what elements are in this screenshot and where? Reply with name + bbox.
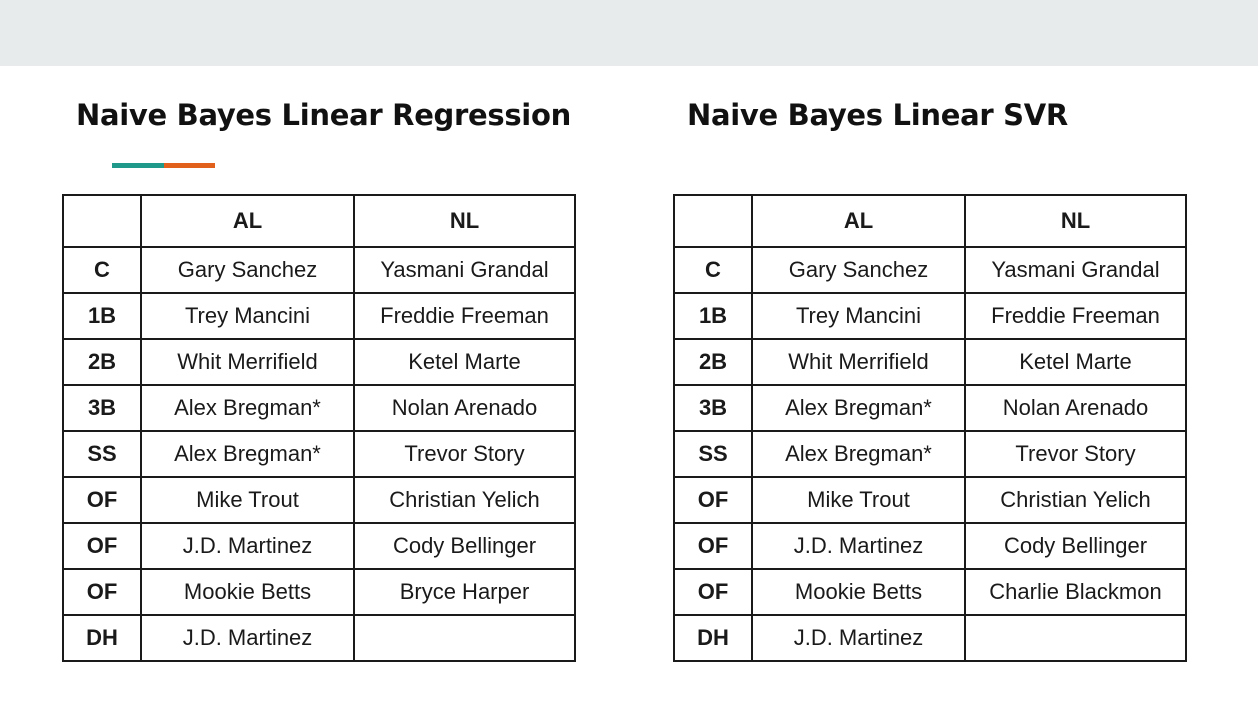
regression-lineup-table: AL NL C Gary Sanchez Yasmani Grandal 1B Trey… bbox=[62, 194, 576, 662]
nl-player-cell: Trevor Story bbox=[964, 430, 1187, 478]
table-row: DH J.D. Martinez bbox=[62, 614, 576, 662]
position-cell: OF bbox=[673, 522, 753, 570]
position-cell: 3B bbox=[62, 384, 142, 432]
top-band bbox=[0, 0, 1258, 66]
svr-lineup-table: AL NL C Gary Sanchez Yasmani Grandal 1B Trey… bbox=[673, 194, 1187, 662]
al-player-cell: Alex Bregman* bbox=[751, 430, 966, 478]
nl-player-cell: Ketel Marte bbox=[964, 338, 1187, 386]
header-al: AL bbox=[140, 194, 355, 248]
al-player-cell: J.D. Martinez bbox=[751, 614, 966, 662]
left-table-title: Naive Bayes Linear Regression bbox=[76, 98, 571, 132]
al-player-cell: Gary Sanchez bbox=[140, 246, 355, 294]
al-player-cell: J.D. Martinez bbox=[140, 614, 355, 662]
position-cell: 2B bbox=[62, 338, 142, 386]
nl-player-cell bbox=[353, 614, 576, 662]
table-row: 3B Alex Bregman* Nolan Arenado bbox=[673, 384, 1187, 432]
nl-player-cell: Charlie Blackmon bbox=[964, 568, 1187, 616]
position-cell: 2B bbox=[673, 338, 753, 386]
al-player-cell: Mookie Betts bbox=[140, 568, 355, 616]
al-player-cell: Whit Merrifield bbox=[751, 338, 966, 386]
position-cell: 1B bbox=[673, 292, 753, 340]
al-player-cell: Trey Mancini bbox=[140, 292, 355, 340]
position-cell: OF bbox=[673, 568, 753, 616]
nl-player-cell: Christian Yelich bbox=[964, 476, 1187, 524]
table-row: OF Mike Trout Christian Yelich bbox=[673, 476, 1187, 524]
table-row: 1B Trey Mancini Freddie Freeman bbox=[62, 292, 576, 340]
al-player-cell: J.D. Martinez bbox=[140, 522, 355, 570]
nl-player-cell: Freddie Freeman bbox=[353, 292, 576, 340]
al-player-cell: Whit Merrifield bbox=[140, 338, 355, 386]
nl-player-cell: Cody Bellinger bbox=[353, 522, 576, 570]
position-cell: OF bbox=[62, 522, 142, 570]
table-row: SS Alex Bregman* Trevor Story bbox=[62, 430, 576, 478]
position-cell: C bbox=[62, 246, 142, 294]
position-cell: OF bbox=[673, 476, 753, 524]
al-player-cell: J.D. Martinez bbox=[751, 522, 966, 570]
table-row: OF Mookie Betts Charlie Blackmon bbox=[673, 568, 1187, 616]
position-cell: SS bbox=[62, 430, 142, 478]
al-player-cell: Trey Mancini bbox=[751, 292, 966, 340]
al-player-cell: Mike Trout bbox=[751, 476, 966, 524]
table-row: SS Alex Bregman* Trevor Story bbox=[673, 430, 1187, 478]
right-table-title: Naive Bayes Linear SVR bbox=[687, 98, 1068, 132]
header-al: AL bbox=[751, 194, 966, 248]
header-nl: NL bbox=[353, 194, 576, 248]
nl-player-cell: Nolan Arenado bbox=[353, 384, 576, 432]
position-cell: DH bbox=[62, 614, 142, 662]
nl-player-cell: Trevor Story bbox=[353, 430, 576, 478]
title-accent-underline bbox=[112, 163, 215, 168]
accent-teal-segment bbox=[112, 163, 164, 168]
position-cell: C bbox=[673, 246, 753, 294]
table-row: 2B Whit Merrifield Ketel Marte bbox=[673, 338, 1187, 386]
header-position bbox=[62, 194, 142, 248]
al-player-cell: Mookie Betts bbox=[751, 568, 966, 616]
position-cell: DH bbox=[673, 614, 753, 662]
table-header-row: AL NL bbox=[673, 194, 1187, 248]
nl-player-cell: Cody Bellinger bbox=[964, 522, 1187, 570]
al-player-cell: Alex Bregman* bbox=[140, 384, 355, 432]
accent-orange-segment bbox=[163, 163, 215, 168]
al-player-cell: Gary Sanchez bbox=[751, 246, 966, 294]
nl-player-cell: Nolan Arenado bbox=[964, 384, 1187, 432]
nl-player-cell bbox=[964, 614, 1187, 662]
position-cell: 1B bbox=[62, 292, 142, 340]
position-cell: OF bbox=[62, 476, 142, 524]
table-row: OF Mike Trout Christian Yelich bbox=[62, 476, 576, 524]
position-cell: SS bbox=[673, 430, 753, 478]
header-nl: NL bbox=[964, 194, 1187, 248]
header-position bbox=[673, 194, 753, 248]
table-row: C Gary Sanchez Yasmani Grandal bbox=[62, 246, 576, 294]
table-row: 3B Alex Bregman* Nolan Arenado bbox=[62, 384, 576, 432]
nl-player-cell: Ketel Marte bbox=[353, 338, 576, 386]
nl-player-cell: Christian Yelich bbox=[353, 476, 576, 524]
position-cell: 3B bbox=[673, 384, 753, 432]
nl-player-cell: Yasmani Grandal bbox=[964, 246, 1187, 294]
table-row: OF Mookie Betts Bryce Harper bbox=[62, 568, 576, 616]
nl-player-cell: Freddie Freeman bbox=[964, 292, 1187, 340]
al-player-cell: Mike Trout bbox=[140, 476, 355, 524]
table-header-row: AL NL bbox=[62, 194, 576, 248]
nl-player-cell: Bryce Harper bbox=[353, 568, 576, 616]
al-player-cell: Alex Bregman* bbox=[140, 430, 355, 478]
nl-player-cell: Yasmani Grandal bbox=[353, 246, 576, 294]
table-row: 2B Whit Merrifield Ketel Marte bbox=[62, 338, 576, 386]
table-row: OF J.D. Martinez Cody Bellinger bbox=[62, 522, 576, 570]
table-row: OF J.D. Martinez Cody Bellinger bbox=[673, 522, 1187, 570]
al-player-cell: Alex Bregman* bbox=[751, 384, 966, 432]
position-cell: OF bbox=[62, 568, 142, 616]
table-row: 1B Trey Mancini Freddie Freeman bbox=[673, 292, 1187, 340]
table-row: DH J.D. Martinez bbox=[673, 614, 1187, 662]
table-row: C Gary Sanchez Yasmani Grandal bbox=[673, 246, 1187, 294]
